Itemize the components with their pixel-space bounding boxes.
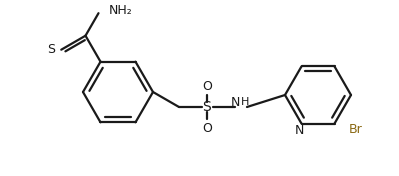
- Text: N: N: [230, 96, 240, 108]
- Text: Br: Br: [348, 123, 362, 136]
- Text: H: H: [241, 97, 249, 107]
- Text: NH₂: NH₂: [109, 4, 132, 17]
- Text: S: S: [47, 43, 55, 56]
- Text: S: S: [203, 100, 211, 114]
- Text: O: O: [202, 80, 212, 93]
- Text: O: O: [202, 121, 212, 134]
- Text: N: N: [295, 124, 304, 137]
